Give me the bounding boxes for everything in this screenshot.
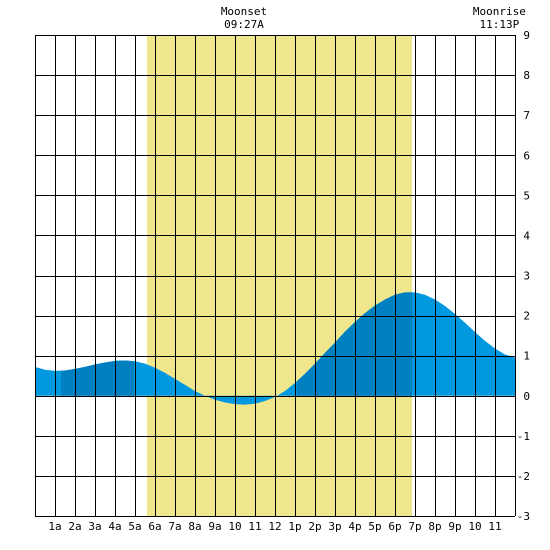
y-tick-label: 5 [523, 189, 530, 202]
x-tick-label: 10 [228, 520, 241, 533]
y-tick-label: 1 [523, 350, 530, 363]
x-tick-label: 1p [288, 520, 301, 533]
moonrise-time: 11:13P [479, 18, 519, 31]
y-tick-label: 9 [523, 29, 530, 42]
x-tick-label: 11 [488, 520, 501, 533]
x-tick-label: 5p [368, 520, 381, 533]
x-tick-label: 8a [188, 520, 201, 533]
y-tick-label: 0 [523, 390, 530, 403]
x-tick-label: 2a [68, 520, 81, 533]
y-tick-label: -3 [517, 510, 530, 523]
x-tick-label: 2p [308, 520, 321, 533]
moonrise-label: Moonrise [473, 5, 526, 18]
x-tick-label: 4p [348, 520, 361, 533]
tide-dark-band-1 [61, 360, 134, 396]
y-tick-label: -1 [517, 430, 530, 443]
y-axis-tick-labels: 9 8 7 6 5 4 3 2 1 0 -1 -2 -3 [517, 29, 531, 523]
moonset-label: Moonset [221, 5, 267, 18]
x-tick-label: 10 [468, 520, 481, 533]
x-tick-label: 4a [108, 520, 121, 533]
x-tick-label: 6p [388, 520, 401, 533]
y-tick-label: 6 [523, 149, 530, 162]
y-tick-label: 4 [523, 229, 530, 242]
x-tick-label: 8p [428, 520, 441, 533]
x-tick-label: 3a [88, 520, 101, 533]
daylight-band [147, 35, 412, 516]
y-tick-label: 3 [523, 270, 530, 283]
x-tick-label: 7a [168, 520, 181, 533]
x-tick-label: 7p [408, 520, 421, 533]
daylight-layer [147, 35, 412, 516]
y-tick-label: 8 [523, 69, 530, 82]
y-tick-label: -2 [517, 470, 530, 483]
x-tick-label: 3p [328, 520, 341, 533]
grid-layer [35, 35, 516, 517]
y-tick-label: 2 [523, 310, 530, 323]
tide-dark-band-2 [297, 292, 412, 396]
moonset-time: 09:27A [224, 18, 264, 31]
x-tick-label: 9p [448, 520, 461, 533]
x-tick-label: 12 [268, 520, 281, 533]
x-tick-label: 6a [148, 520, 161, 533]
x-axis-tick-labels: 1a 2a 3a 4a 5a 6a 7a 8a 9a 10 11 12 1p 2p 3p 4p 5p 6p 7p 8p… [48, 520, 501, 533]
y-tick-label: 7 [523, 109, 530, 122]
x-tick-label: 5a [128, 520, 141, 533]
x-tick-label: 11 [248, 520, 261, 533]
x-tick-label: 9a [208, 520, 221, 533]
x-tick-label: 1a [48, 520, 61, 533]
